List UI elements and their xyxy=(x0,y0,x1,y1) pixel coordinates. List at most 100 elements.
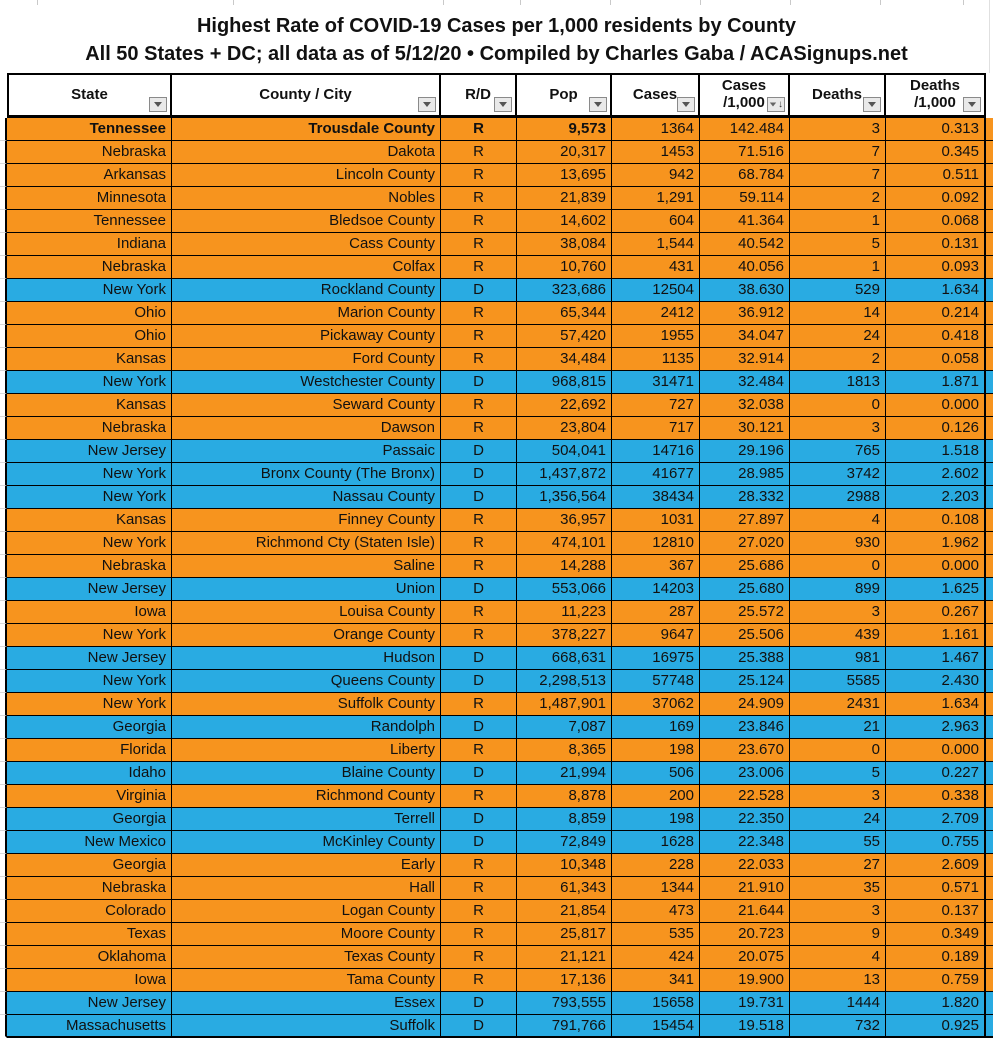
left-margin-cell xyxy=(0,969,7,992)
state-cell: New Jersey xyxy=(7,440,172,463)
right-strip-cell xyxy=(986,164,993,187)
filter-dropdown-icon[interactable] xyxy=(149,97,167,112)
cases-per-1000-cell: 23.670 xyxy=(700,739,790,762)
cases-per-1000-cell: 22.350 xyxy=(700,808,790,831)
table-body: Tennessee Trousdale County R 9,573 1364 142.4… xyxy=(0,118,993,1038)
rd-cell: R xyxy=(441,210,517,233)
filter-dropdown-icon[interactable] xyxy=(677,97,695,112)
rd-cell: R xyxy=(441,509,517,532)
cases-cell: 287 xyxy=(612,601,700,624)
rd-cell: R xyxy=(441,302,517,325)
state-cell: Texas xyxy=(7,923,172,946)
table-row: Iowa Louisa County R 11,223 287 25.572 3 0.267 xyxy=(0,601,993,624)
right-strip-cell xyxy=(986,440,993,463)
pop-cell: 791,766 xyxy=(517,1015,612,1038)
deaths-per-1000-cell: 2.609 xyxy=(886,854,986,877)
deaths-per-1000-cell: 0.571 xyxy=(886,877,986,900)
rd-cell: D xyxy=(441,279,517,302)
pop-cell: 378,227 xyxy=(517,624,612,647)
deaths-per-1000-cell: 0.000 xyxy=(886,555,986,578)
left-margin-cell xyxy=(0,486,7,509)
filter-dropdown-icon[interactable] xyxy=(494,97,512,112)
deaths-per-1000-cell: 0.092 xyxy=(886,187,986,210)
cases-cell: 727 xyxy=(612,394,700,417)
deaths-cell: 0 xyxy=(790,739,886,762)
deaths-per-1000-cell: 2.430 xyxy=(886,670,986,693)
county-cell: Richmond County xyxy=(172,785,441,808)
deaths-per-1000-cell: 2.602 xyxy=(886,463,986,486)
left-margin-cell xyxy=(0,601,7,624)
deaths-cell: 7 xyxy=(790,164,886,187)
state-cell: Nebraska xyxy=(7,141,172,164)
rd-cell: D xyxy=(441,762,517,785)
rd-cell: R xyxy=(441,532,517,555)
spreadsheet-gridline xyxy=(989,0,990,118)
state-cell: Colorado xyxy=(7,900,172,923)
deaths-cell: 2431 xyxy=(790,693,886,716)
deaths-per-1000-cell: 0.068 xyxy=(886,210,986,233)
right-strip-cell xyxy=(986,279,993,302)
deaths-cell: 27 xyxy=(790,854,886,877)
column-header-label: Cases xyxy=(721,77,767,94)
left-margin-cell xyxy=(0,325,7,348)
deaths-cell: 3 xyxy=(790,601,886,624)
cases-cell: 41677 xyxy=(612,463,700,486)
cases-cell: 198 xyxy=(612,808,700,831)
page-title: Highest Rate of COVID-19 Cases per 1,000… xyxy=(196,15,797,37)
right-strip-cell xyxy=(986,923,993,946)
left-margin-cell xyxy=(0,946,7,969)
deaths-per-1000-cell: 1.467 xyxy=(886,647,986,670)
pop-cell: 72,849 xyxy=(517,831,612,854)
deaths-per-1000-cell: 0.131 xyxy=(886,233,986,256)
column-header-label: /1,000 xyxy=(723,94,765,111)
deaths-per-1000-cell: 2.709 xyxy=(886,808,986,831)
rd-cell: R xyxy=(441,923,517,946)
right-strip-cell xyxy=(986,348,993,371)
table-row: New York Orange County R 378,227 9647 25.506 4… xyxy=(0,624,993,647)
rd-cell: D xyxy=(441,670,517,693)
state-cell: New York xyxy=(7,463,172,486)
county-cell: Finney County xyxy=(172,509,441,532)
right-strip-cell xyxy=(986,532,993,555)
right-strip-cell xyxy=(986,601,993,624)
table-row: Georgia Early R 10,348 228 22.033 27 2.609 xyxy=(0,854,993,877)
pop-cell: 1,487,901 xyxy=(517,693,612,716)
right-strip-cell xyxy=(986,371,993,394)
table-row: Massachusetts Suffolk D 791,766 15454 19.518 7… xyxy=(0,1015,993,1038)
deaths-cell: 3742 xyxy=(790,463,886,486)
filter-dropdown-icon[interactable] xyxy=(963,97,981,112)
right-strip-cell xyxy=(986,118,993,141)
filter-dropdown-icon[interactable] xyxy=(863,97,881,112)
rd-cell: D xyxy=(441,578,517,601)
left-margin xyxy=(0,73,7,118)
pop-cell: 14,602 xyxy=(517,210,612,233)
filter-sort-descending-icon[interactable]: ↓ xyxy=(767,97,785,112)
left-margin-cell xyxy=(0,578,7,601)
left-margin-cell xyxy=(0,164,7,187)
county-cell: Bledsoe County xyxy=(172,210,441,233)
cases-per-1000-cell: 25.680 xyxy=(700,578,790,601)
state-cell: New Mexico xyxy=(7,831,172,854)
deaths-per-1000-cell: 1.161 xyxy=(886,624,986,647)
table-row: Nebraska Saline R 14,288 367 25.686 0 0.000 xyxy=(0,555,993,578)
cases-cell: 12810 xyxy=(612,532,700,555)
left-margin-cell xyxy=(0,739,7,762)
cases-per-1000-cell: 22.528 xyxy=(700,785,790,808)
filter-dropdown-icon[interactable] xyxy=(589,97,607,112)
cases-per-1000-cell: 40.056 xyxy=(700,256,790,279)
table-row: New Jersey Hudson D 668,631 16975 25.388 981 1.… xyxy=(0,647,993,670)
deaths-per-1000-cell: 0.349 xyxy=(886,923,986,946)
cases-cell: 12504 xyxy=(612,279,700,302)
deaths-cell: 2 xyxy=(790,348,886,371)
state-cell: Oklahoma xyxy=(7,946,172,969)
column-header-cases: Cases xyxy=(612,73,700,118)
right-strip-cell xyxy=(986,785,993,808)
table-row: New York Bronx County (The Bronx) D 1,437,8… xyxy=(0,463,993,486)
right-strip-cell xyxy=(986,210,993,233)
cases-cell: 1,544 xyxy=(612,233,700,256)
left-margin-cell xyxy=(0,670,7,693)
column-header-cases-per-1000: Cases /1,000 ↓ xyxy=(700,73,790,118)
deaths-per-1000-cell: 2.203 xyxy=(886,486,986,509)
cases-cell: 9647 xyxy=(612,624,700,647)
filter-dropdown-icon[interactable] xyxy=(418,97,436,112)
